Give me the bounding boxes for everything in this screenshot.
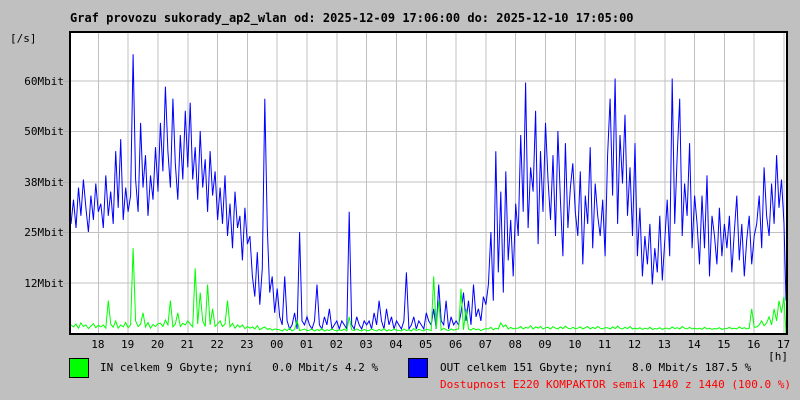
x-axis-hour-label: 15 — [717, 338, 731, 351]
y-axis-tick — [63, 282, 69, 284]
page-title: Graf provozu sukorady_ap2_wlan od: 2025-… — [70, 11, 634, 25]
y-axis-tick-label: 60Mbit — [24, 74, 64, 88]
x-axis-hour-label: 23 — [240, 338, 254, 351]
x-axis-hour-label: 11 — [598, 338, 612, 351]
y-axis-tick — [63, 131, 69, 132]
x-axis-hour-label: 20 — [150, 338, 165, 351]
legend-in-label: IN celkem 9 Gbyte; nyní 0.0 Mbit/s 4.2 % — [100, 361, 379, 374]
x-axis-hour-label: 12 — [627, 338, 642, 351]
legend-out-swatch — [408, 358, 428, 378]
x-axis-hour-label: 07 — [478, 338, 493, 351]
x-axis-hour-label: 09 — [538, 338, 552, 351]
y-axis-tick-label: 38Mbit — [24, 175, 64, 189]
traffic-chart-plot-area — [69, 31, 788, 335]
x-axis-hour-label: 18 — [91, 338, 105, 351]
legend-in-swatch — [69, 358, 89, 378]
hours-unit-label: [h] — [768, 350, 788, 363]
legend-out-label: OUT celkem 151 Gbyte; nyní 8.0 Mbit/s 18… — [440, 361, 752, 374]
x-axis-hour-label: 00 — [270, 338, 284, 351]
x-axis-hour-label: 06 — [448, 338, 463, 351]
x-axis-hour-label: 14 — [687, 338, 701, 351]
y-axis-tick — [63, 80, 69, 82]
x-axis-hour-label: 17 — [776, 338, 791, 351]
x-axis-hour-label: 22 — [210, 338, 224, 351]
x-axis-hour-label: 16 — [747, 338, 761, 351]
y-axis-tick-label: 25Mbit — [24, 226, 64, 239]
y-axis-tick-label: 50Mbit — [24, 125, 64, 138]
x-axis-hour-label: 03 — [359, 338, 373, 351]
per-second-unit-label: [/s] — [10, 32, 37, 45]
x-axis-hour-label: 08 — [508, 338, 522, 351]
x-axis-hour-label: 21 — [180, 338, 194, 351]
y-axis-tick — [63, 232, 69, 233]
y-axis-tick-label: 12Mbit — [24, 276, 64, 290]
x-axis-hour-label: 05 — [419, 338, 433, 351]
x-axis-hour-label: 19 — [121, 338, 135, 351]
traffic-graph-canvas — [71, 33, 786, 333]
x-axis-hour-label: 13 — [657, 338, 671, 351]
x-axis-hour-label: 04 — [389, 338, 403, 351]
availability-label: Dostupnost E220 KOMPAKTOR semik 1440 z 1… — [440, 378, 791, 391]
x-axis-hour-label: 10 — [568, 338, 582, 351]
x-axis-hour-label: 01 — [299, 338, 314, 351]
x-axis-hour-label: 02 — [329, 338, 343, 351]
y-axis-tick — [63, 181, 69, 183]
